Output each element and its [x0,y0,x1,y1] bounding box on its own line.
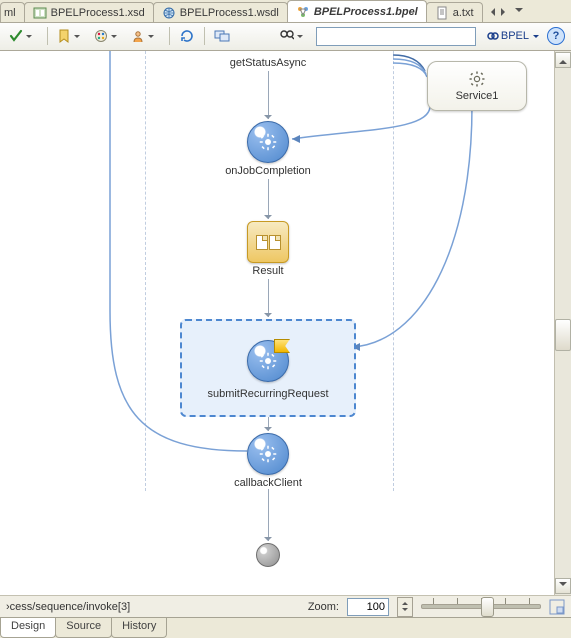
file-tab-label: BPELProcess1.bpel [314,6,418,18]
scroll-up-button[interactable] [555,52,571,68]
file-tab-label: BPELProcess1.wsdl [180,7,279,19]
tab-list-dropdown[interactable] [512,5,526,19]
file-tab-wsdl[interactable]: BPELProcess1.wsdl [153,2,288,23]
node-onJobCompletion[interactable] [247,121,289,163]
help-button[interactable]: ? [547,27,565,45]
bookmark-button[interactable] [54,25,89,47]
node-submitRecurringRequest[interactable] [247,340,289,382]
dropdown-caret-icon [74,35,80,41]
node-label-onjobcompletion: onJobCompletion [225,165,311,177]
zoom-step-up[interactable] [398,598,412,607]
node-result[interactable] [247,221,289,263]
node-label-callbackclient: callbackClient [234,477,302,489]
file-tab-label: ml [4,7,16,19]
find-button[interactable] [277,25,312,47]
zoom-slider[interactable] [421,600,541,614]
editor-root: ml BPELProcess1.xsd BPELProcess1.wsdl BP… [0,0,571,638]
zoom-slider-knob[interactable] [481,597,494,617]
zoom-input[interactable] [347,598,389,616]
dropdown-caret-icon [297,35,303,41]
dropdown-caret-icon [111,35,117,41]
partnerlink-service1[interactable]: Service1 [427,61,527,111]
design-canvas[interactable]: getStatusAsync onJobCompletion Result [0,51,554,595]
search-input[interactable] [316,27,476,46]
workarea: getStatusAsync onJobCompletion Result [0,51,571,595]
zoom-label: Zoom: [308,601,339,613]
bpel-icon [296,5,310,19]
connector [268,71,269,119]
gear-icon [468,70,486,88]
dropdown-caret-icon [148,35,154,41]
validate-button[interactable] [6,25,41,47]
gear-icon [259,445,277,463]
wsdl-icon [162,6,176,20]
scroll-thumb[interactable] [555,319,571,351]
file-tab-atxt[interactable]: a.txt [426,2,483,23]
file-tab-ml[interactable]: ml [0,2,25,23]
node-label-submitrecurringrequest: submitRecurringRequest [207,388,328,400]
node-callbackClient[interactable] [247,433,289,475]
tab-design[interactable]: Design [0,618,56,638]
tab-scroll-left[interactable] [484,5,498,19]
assign-icon [256,235,281,250]
zoom-step-down[interactable] [398,607,412,616]
breakpoint-flag-icon [274,339,290,353]
connector [268,179,269,219]
file-tab-bpel-active[interactable]: BPELProcess1.bpel [287,0,427,23]
file-tab-strip: ml BPELProcess1.xsd BPELProcess1.wsdl BP… [0,0,571,23]
refresh-button[interactable] [176,25,198,47]
partnerlink-label: Service1 [456,90,499,102]
file-tab-label: BPELProcess1.xsd [51,7,145,19]
node-label-result: Result [252,265,283,277]
bpel-view-link[interactable]: BPEL [486,29,539,43]
file-tab-xsd[interactable]: BPELProcess1.xsd [24,2,154,23]
connector [268,489,269,541]
gear-icon [259,352,277,370]
node-submitRecurringRequest-selected[interactable]: submitRecurringRequest [180,319,356,417]
xsd-icon [33,6,47,20]
scroll-track[interactable] [556,69,570,577]
zoom-stepper[interactable] [397,597,413,617]
connector [268,279,269,317]
node-label-getstatusasync: getStatusAsync [230,57,306,69]
editor-toolbar: BPEL ? [0,23,571,51]
scroll-down-button[interactable] [555,578,571,594]
tab-source[interactable]: Source [55,618,112,638]
dropdown-caret-icon [533,35,539,41]
tab-overflow-controls [482,2,528,22]
tab-scroll-right[interactable] [498,5,512,19]
bpel-link-label: BPEL [501,30,529,42]
monitor-button[interactable] [211,25,233,47]
dropdown-caret-icon [26,35,32,41]
node-end[interactable] [256,543,280,567]
editor-mode-tabs: Design Source History [0,617,571,638]
search-group [277,25,476,47]
user-button[interactable] [128,25,163,47]
tab-history[interactable]: History [111,618,167,638]
vertical-scrollbar[interactable] [554,51,571,595]
overview-icon[interactable] [549,599,565,615]
txt-icon [435,6,449,20]
file-tab-label: a.txt [453,7,474,19]
breadcrumb: ›cess/sequence/invoke[3] [6,601,130,613]
palette-button[interactable] [91,25,126,47]
status-zoom-bar: ›cess/sequence/invoke[3] Zoom: [0,595,571,618]
gear-icon [259,133,277,151]
canvas-inner: getStatusAsync onJobCompletion Result [0,51,540,595]
